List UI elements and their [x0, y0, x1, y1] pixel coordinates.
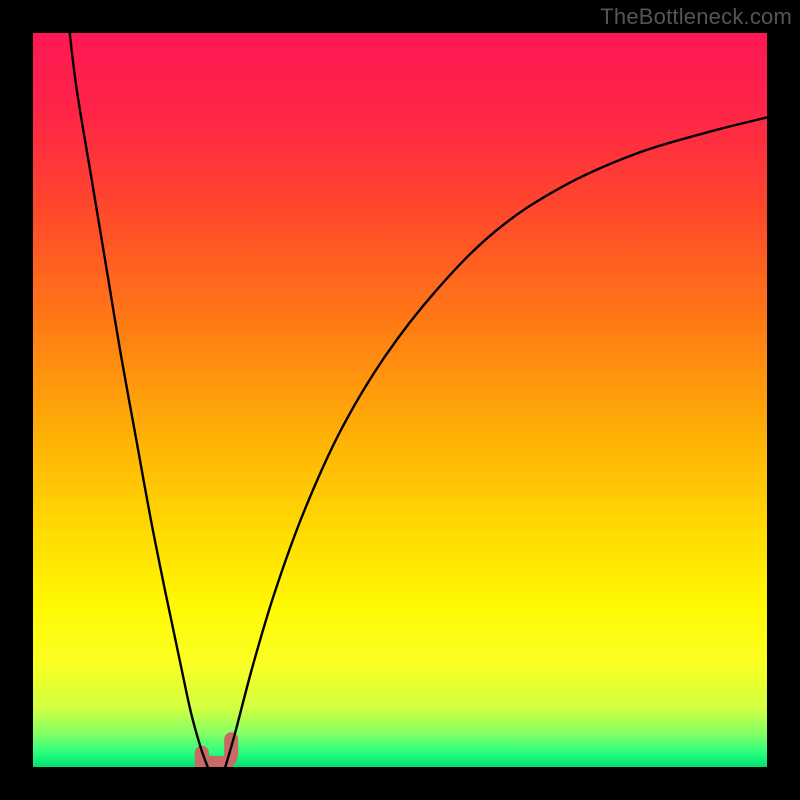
chart-container: TheBottleneck.com: [0, 0, 800, 800]
plot-area: [33, 33, 767, 767]
watermark-text: TheBottleneck.com: [600, 4, 792, 30]
gradient-background: [33, 33, 767, 767]
